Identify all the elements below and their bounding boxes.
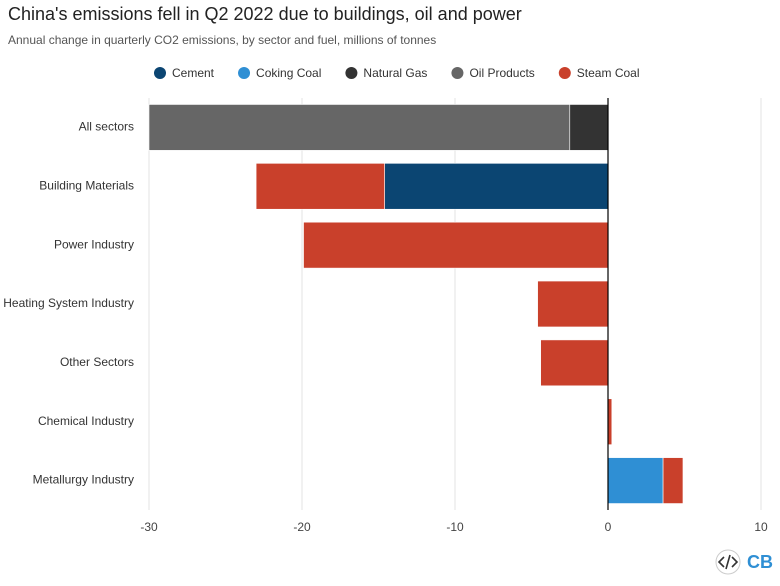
chart-subtitle: Annual change in quarterly CO2 emissions… <box>8 33 436 47</box>
legend-label: Steam Coal <box>577 66 640 80</box>
embed-glyph <box>717 554 739 570</box>
legend-label: Natural Gas <box>363 66 427 80</box>
y-tick-label: Metallurgy Industry <box>33 473 134 487</box>
bar <box>569 104 609 151</box>
x-tick-label: 0 <box>605 520 612 534</box>
y-tick-label: Heating System Industry <box>3 296 134 310</box>
bar <box>384 163 609 210</box>
y-tick-label: Power Industry <box>54 237 134 251</box>
legend-swatch <box>238 67 251 79</box>
legend-swatch <box>154 67 166 79</box>
embed-icon[interactable] <box>715 549 741 575</box>
x-tick-label: -20 <box>293 520 311 534</box>
y-tick-label: Chemical Industry <box>38 414 134 428</box>
logo: CB <box>747 552 773 572</box>
legend-swatch <box>345 67 358 79</box>
y-tick-label: Other Sectors <box>60 355 134 369</box>
bar <box>607 457 664 504</box>
bar <box>537 280 609 328</box>
y-tick-label: All sectors <box>79 120 134 134</box>
x-tick-label: -30 <box>140 520 158 534</box>
chart-title: China's emissions fell in Q2 2022 due to… <box>8 4 522 24</box>
bar <box>255 163 385 210</box>
legend-label: Coking Coal <box>256 66 321 80</box>
legend-swatch <box>558 67 571 79</box>
bar <box>540 339 609 387</box>
bar <box>148 104 571 151</box>
bar <box>662 457 684 504</box>
y-tick-label: Building Materials <box>39 178 134 192</box>
bar <box>303 221 609 269</box>
x-tick-label: -10 <box>446 520 464 534</box>
legend-swatch <box>451 67 464 79</box>
x-tick-label: 10 <box>754 520 768 534</box>
legend-label: Oil Products <box>469 66 534 80</box>
legend-label: Cement <box>172 66 215 80</box>
